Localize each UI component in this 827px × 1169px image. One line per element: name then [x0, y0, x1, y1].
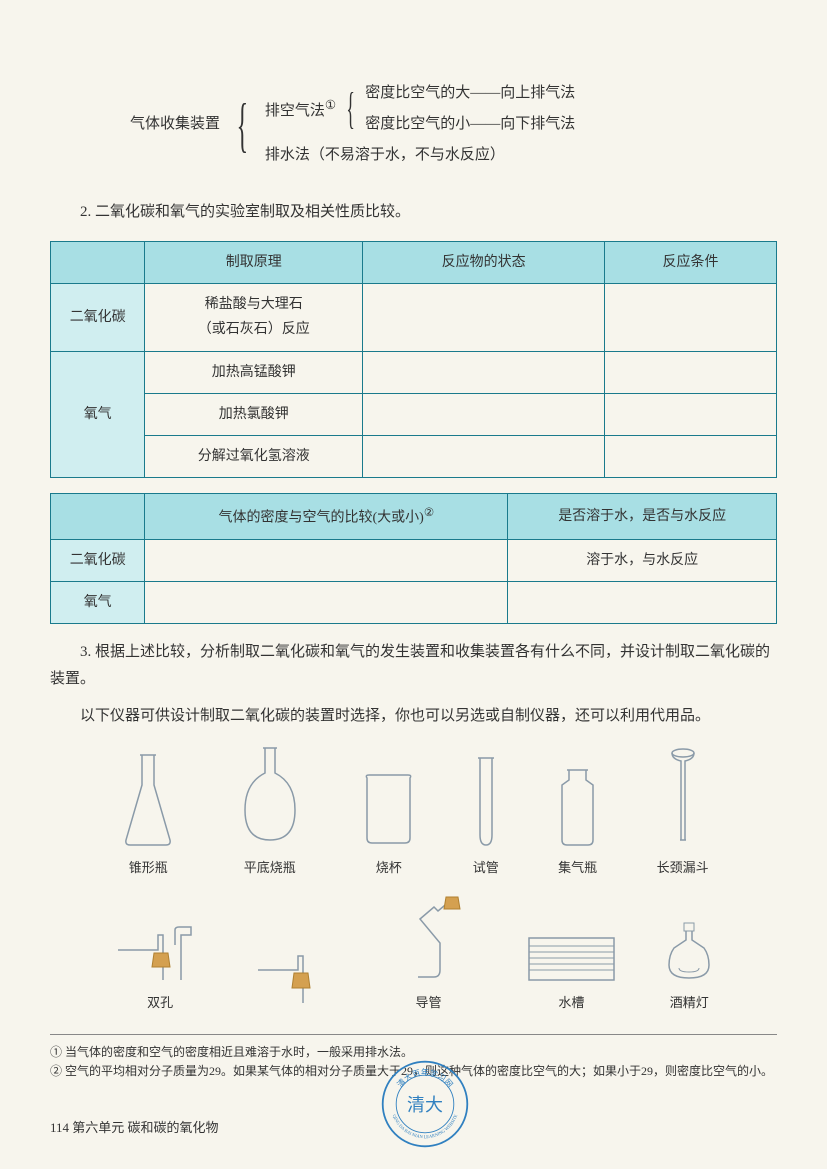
long-neck-funnel: 长颈漏斗: [657, 745, 709, 879]
t2-o2-label: 氧气: [51, 582, 145, 624]
bracket-inner: {: [346, 98, 354, 120]
erlenmeyer-flask: 锥形瓶: [118, 750, 178, 879]
water-trough: 水槽: [524, 930, 619, 1014]
gas-collection-diagram: 气体收集装置 { 排空气法① { 密度比空气的大——向上排气法 密度比空气的小—…: [130, 80, 777, 169]
t2-co2-density: [145, 539, 508, 581]
single-stopper-tube: [253, 948, 333, 1014]
air-method-label: 排空气法①: [265, 94, 336, 125]
svg-text:QING DA BAI NIAN LEARNING WEBS: QING DA BAI NIAN LEARNING WEBSITE: [392, 1113, 459, 1139]
t1-o2-label: 氧气: [51, 351, 145, 478]
t1-co2-state: [363, 284, 605, 351]
t2-co2-label: 二氧化碳: [51, 539, 145, 581]
air-opt2: 密度比空气的小——向下排气法: [365, 111, 575, 138]
table-properties: 气体的密度与空气的比较(大或小)② 是否溶于水，是否与水反应 二氧化碳 溶于水，…: [50, 493, 777, 624]
main-label: 气体收集装置: [130, 111, 220, 138]
flat-bottom-flask: 平底烧瓶: [235, 745, 305, 879]
t2-o2-water: [508, 582, 777, 624]
t1-o2-p3: 分解过氧化氢溶液: [145, 435, 363, 477]
t1-h1: 制取原理: [145, 242, 363, 284]
beaker: 烧杯: [361, 770, 416, 879]
t1-co2-principle: 稀盐酸与大理石（或石灰石）反应: [145, 284, 363, 351]
svg-text:清大: 清大: [407, 1095, 443, 1115]
t2-o2-density: [145, 582, 508, 624]
gas-jar: 集气瓶: [555, 765, 600, 879]
stamp-seal: 清大百年学习网 QING DA BAI NIAN LEARNING WEBSIT…: [380, 1059, 470, 1149]
section-3-p1: 3. 根据上述比较，分析制取二氧化碳和氧气的发生装置和收集装置各有什么不同，并设…: [50, 639, 777, 693]
t1-o2-p1: 加热高锰酸钾: [145, 351, 363, 393]
t1-o2-p2: 加热氯酸钾: [145, 393, 363, 435]
equipment-row-1: 锥形瓶 平底烧瓶 烧杯 试管 集气瓶 长颈漏斗: [90, 745, 737, 879]
alcohol-lamp: 酒精灯: [664, 920, 714, 1014]
two-hole-stopper: 双孔: [113, 925, 208, 1014]
delivery-tube: 导管: [378, 895, 478, 1014]
section-2-title: 2. 二氧化碳和氧气的实验室制取及相关性质比较。: [50, 199, 777, 226]
svg-text:清大百年学习网: 清大百年学习网: [395, 1067, 455, 1089]
t2-h1: 气体的密度与空气的比较(大或小)②: [145, 494, 508, 540]
t1-h0: [51, 242, 145, 284]
table-preparation: 制取原理 反应物的状态 反应条件 二氧化碳 稀盐酸与大理石（或石灰石）反应 氧气…: [50, 241, 777, 478]
t1-h3: 反应条件: [604, 242, 776, 284]
t2-h0: [51, 494, 145, 540]
t2-h2: 是否溶于水，是否与水反应: [508, 494, 777, 540]
water-method: 排水法（不易溶于水，不与水反应）: [265, 142, 575, 169]
test-tube: 试管: [473, 755, 499, 879]
t2-co2-water: 溶于水，与水反应: [508, 539, 777, 581]
t1-co2-cond: [604, 284, 776, 351]
t1-h2: 反应物的状态: [363, 242, 605, 284]
air-opt1: 密度比空气的大——向上排气法: [365, 80, 575, 107]
section-3-p2: 以下仪器可供设计制取二氧化碳的装置时选择，你也可以另选或自制仪器，还可以利用代用…: [50, 703, 777, 730]
equipment-row-2: 双孔 导管 水槽 酒精灯: [90, 895, 737, 1014]
bracket-left: {: [237, 110, 249, 140]
bracket-outer-content: 排空气法① { 密度比空气的大——向上排气法 密度比空气的小——向下排气法 排水…: [265, 80, 575, 169]
page-footer: 114 第六单元 碳和碳的氧化物: [50, 1116, 219, 1139]
t1-co2-label: 二氧化碳: [51, 284, 145, 351]
